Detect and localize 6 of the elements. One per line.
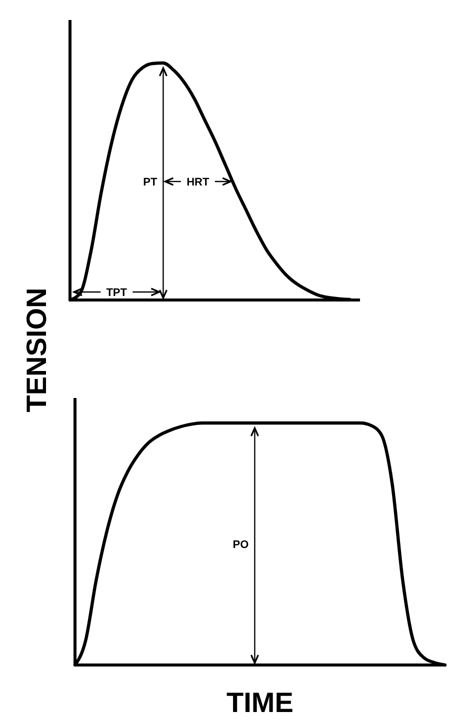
annotation: HRT: [186, 176, 210, 188]
annotation: PO: [232, 539, 250, 551]
annotation: TPT: [106, 287, 128, 299]
y-axis-title: TENSION: [21, 288, 52, 412]
x-axis-title: TIME: [226, 687, 294, 718]
annotation: PT: [143, 176, 158, 188]
